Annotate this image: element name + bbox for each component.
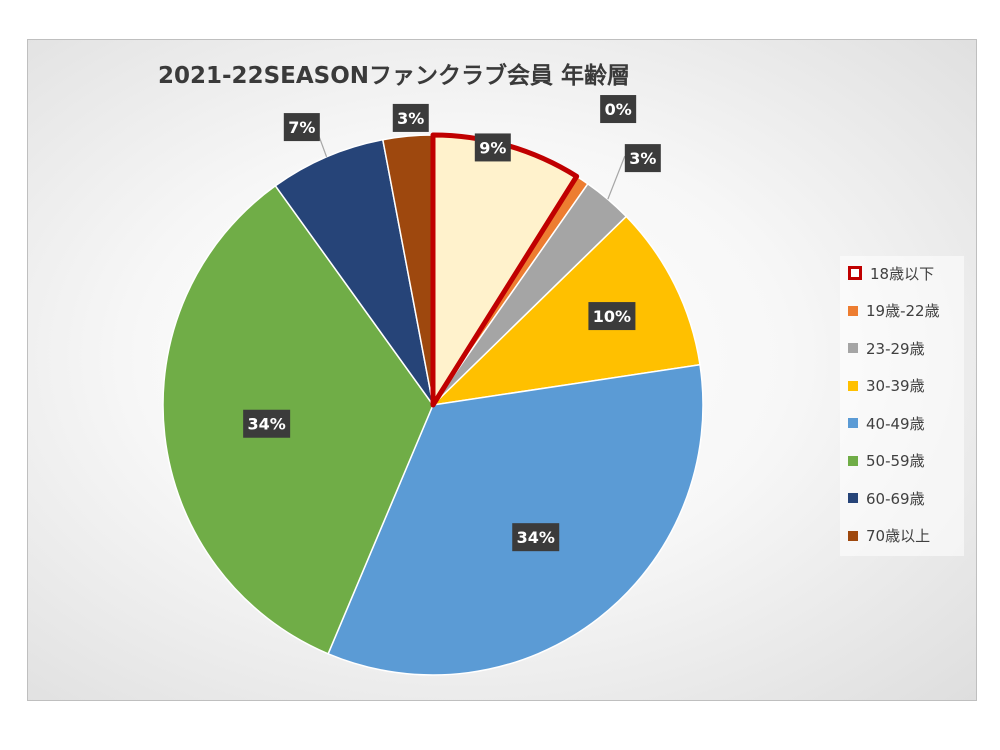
legend-item: 30-39歳 (848, 373, 925, 399)
data-label-text: 7% (288, 118, 315, 137)
legend-label: 19歳-22歳 (866, 302, 940, 320)
pie-slice (430, 215, 701, 407)
leader-line (607, 155, 626, 200)
data-label-box (624, 144, 661, 173)
data-label-text: 0% (605, 100, 632, 119)
legend-label: 23-29歳 (866, 339, 925, 358)
legend-swatch (848, 418, 858, 428)
data-label: 34% (512, 523, 560, 552)
data-label-box (512, 523, 560, 552)
data-label-box (600, 95, 637, 124)
legend-label: 50-59歳 (866, 452, 925, 470)
data-label-box (588, 302, 636, 331)
data-label: 9% (474, 133, 511, 162)
legend-swatch (848, 455, 858, 466)
legend-swatch (848, 380, 858, 391)
legend: 18歳以下 19歳-22歳 23-29歳 30-39歳 40-49歳 50-59歳 60-6… (840, 256, 964, 556)
data-label-box (474, 133, 511, 162)
legend-label: 18歳以下 (870, 264, 935, 283)
legend-label: 60-69歳 (866, 489, 925, 508)
legend-item: 70歳以上 (848, 523, 930, 549)
legend-item: 40-49歳 (848, 410, 925, 436)
legend-swatch (848, 493, 858, 503)
data-label-text: 34% (517, 528, 555, 547)
legend-label: 40-49歳 (866, 414, 925, 433)
data-label: 3% (624, 144, 661, 173)
data-label: 34% (243, 409, 291, 438)
data-label-text: 3% (397, 109, 424, 128)
legend-item: 60-69歳 (848, 485, 925, 511)
legend-label: 70歳以上 (866, 527, 931, 545)
legend-swatch (848, 343, 858, 353)
data-label: 10% (588, 302, 636, 331)
data-label: 0% (600, 95, 637, 124)
data-label-box (392, 103, 429, 132)
data-label: 3% (392, 103, 429, 132)
legend-swatch (848, 266, 862, 280)
legend-item: 18歳以下 (848, 260, 934, 286)
pie-slice (162, 184, 434, 655)
legend-label: 30-39歳 (866, 377, 925, 395)
data-label: 7% (283, 113, 320, 142)
legend-swatch (848, 530, 858, 541)
legend-swatch (848, 305, 858, 316)
data-label-text: 3% (629, 149, 656, 168)
data-label-box (283, 113, 320, 142)
legend-item: 50-59歳 (848, 448, 925, 474)
pie-slice (274, 138, 434, 406)
data-label-text: 34% (248, 415, 286, 434)
chart-title: 2021-22SEASONファンクラブ会員 年齢層 (158, 63, 631, 89)
data-label-box (243, 409, 291, 438)
pie-slice (327, 363, 704, 676)
data-label-text: 9% (479, 138, 506, 157)
legend-item: 19歳-22歳 (848, 298, 940, 324)
data-label-text: 10% (593, 307, 631, 326)
legend-item: 23-29歳 (848, 335, 925, 361)
